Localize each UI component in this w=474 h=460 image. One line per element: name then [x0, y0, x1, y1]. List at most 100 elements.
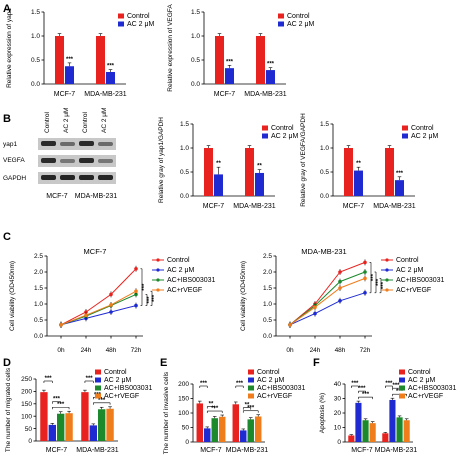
legend-swatch: [262, 125, 268, 131]
y-tick-label: 20: [334, 410, 342, 417]
y-axis-label: Cell viability (OD450nm): [9, 261, 16, 331]
significance-label: ***: [362, 392, 370, 398]
series-line: [60, 305, 137, 326]
significance-label: ***: [396, 171, 404, 177]
y-axis-label: The number of migrated cells: [5, 367, 12, 452]
y-tick-label: 1.0: [320, 145, 329, 152]
chart-b2: 0.0 0.5 1.0 1.5 Relative gray of VEGFA/GAPDH…: [300, 113, 439, 210]
legend-swatch: [399, 393, 405, 399]
blot-band: [60, 159, 75, 163]
bar: [98, 409, 106, 441]
y-tick-label: 0: [185, 439, 189, 446]
y-axis-label: Relative expression of VEGFA: [167, 4, 174, 92]
y-tick-label: 100: [178, 410, 189, 417]
y-tick-label: 0.0: [320, 193, 329, 200]
x-tick-label: 0h: [286, 347, 294, 354]
legend-swatch: [95, 385, 101, 391]
y-tick-label: 0.5: [180, 169, 189, 176]
legend-marker: [156, 278, 160, 282]
significance-label: **: [245, 403, 250, 409]
legend-marker: [385, 278, 389, 282]
y-tick-label: 0.0: [263, 333, 272, 340]
y-tick-label: 1.0: [191, 33, 200, 40]
blot-band: [79, 158, 94, 163]
legend-swatch: [278, 13, 284, 19]
chart-d: 0 50 100 150 200 250 The number of migrated ce…: [5, 367, 153, 454]
significance-label: ***: [152, 294, 158, 302]
bar: [355, 402, 362, 442]
blot-band: [60, 175, 75, 180]
y-tick-label: 1.5: [31, 9, 40, 16]
y-tick-label: 2.0: [34, 269, 43, 276]
legend-swatch: [248, 393, 254, 399]
y-tick-label: 1.5: [180, 121, 189, 128]
y-tick-label: 200: [178, 381, 189, 388]
legend-label: Control: [271, 125, 294, 132]
legend-label: AC 2 μM: [104, 377, 132, 384]
y-axis-label: Relative gray of yap1/GAPDH: [158, 117, 165, 203]
x-tick-label: MDA-MB-231: [375, 447, 418, 454]
bar: [196, 403, 204, 442]
blot-band: [98, 142, 113, 146]
data-point: [109, 310, 113, 314]
bar: [204, 428, 211, 442]
significance-label: ***: [351, 381, 359, 387]
y-axis-label: Relative expression of yap1: [6, 8, 13, 88]
y-axis-label: Apoptosis (%): [319, 393, 326, 433]
bar: [240, 430, 247, 442]
y-tick-label: 2.5: [263, 253, 272, 260]
significance-label: ***: [142, 283, 148, 291]
legend-label: AC+IBS003031: [257, 385, 306, 392]
y-tick-label: 2.0: [263, 269, 272, 276]
data-point: [134, 267, 138, 271]
x-tick-label: 24h: [310, 347, 321, 354]
data-point: [288, 323, 292, 327]
data-point: [338, 279, 342, 284]
legend-label: Control: [287, 13, 310, 20]
significance-label: ***: [53, 397, 61, 403]
significance-label: **: [209, 401, 214, 407]
y-tick-label: 50: [182, 425, 190, 432]
legend-label: AC 2 μM: [411, 133, 439, 140]
significance-label: ***: [211, 406, 219, 412]
y-tick-label: 0.5: [31, 57, 40, 64]
bar: [369, 423, 376, 442]
data-point: [109, 292, 113, 297]
significance-label: ***: [376, 278, 382, 286]
legend-swatch: [248, 385, 254, 391]
chart-c2: 0.0 0.5 1.0 1.5 2.0 2.5 Cell viability (OD450n…: [240, 247, 445, 354]
x-tick-label: 48h: [106, 347, 117, 354]
data-point: [59, 323, 63, 327]
y-axis-label: The number of invasive cells: [163, 371, 170, 454]
bar: [354, 170, 363, 196]
chart-title: MCF-7: [84, 247, 107, 256]
data-point: [363, 291, 367, 295]
legend-marker: [385, 258, 389, 262]
legend-label: AC 2 μM: [408, 377, 436, 384]
legend-label: AC 2 μM: [287, 21, 315, 28]
legend-label: Control: [167, 257, 190, 264]
y-tick-label: 10: [334, 425, 342, 432]
significance-label: ***: [98, 398, 106, 404]
bar: [214, 174, 223, 196]
significance-label: ***: [200, 381, 208, 387]
blot-band-label: yap1: [3, 141, 17, 148]
bar: [389, 399, 396, 442]
y-tick-label: 1.0: [34, 301, 43, 308]
x-tick-label: MCF-7: [214, 91, 235, 98]
y-tick-label: 50: [25, 426, 33, 433]
blot-strip-yap1: [38, 138, 116, 150]
bar: [106, 408, 114, 441]
y-tick-label: 100: [21, 413, 32, 420]
bar: [385, 148, 394, 196]
bar: [344, 148, 353, 196]
blot-lane-label: Control: [44, 111, 51, 133]
significance-label: ***: [247, 406, 255, 412]
series-line: [289, 292, 366, 326]
bar: [218, 416, 226, 442]
chart-a2: 0.0 0.5 1.0 1.5 Relative expression of VEGFA…: [167, 4, 315, 98]
significance-label: ***: [371, 273, 377, 281]
legend-swatch: [278, 21, 284, 27]
data-point: [84, 310, 88, 314]
x-tick-label: MCF-7: [54, 91, 75, 98]
